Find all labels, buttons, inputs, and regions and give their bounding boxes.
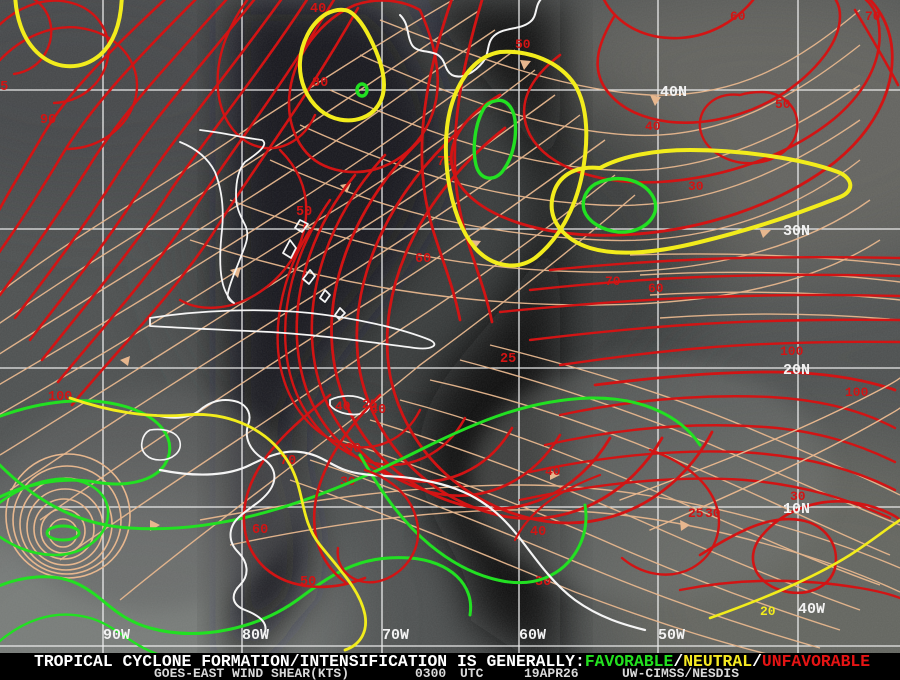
svg-text:GOES-EAST WIND SHEAR(KTS): GOES-EAST WIND SHEAR(KTS)	[154, 666, 349, 680]
svg-text:UTC: UTC	[460, 666, 484, 680]
svg-text:19APR26: 19APR26	[524, 666, 579, 680]
svg-text:UW-CIMSS/NESDIS: UW-CIMSS/NESDIS	[622, 666, 739, 680]
svg-text:0300: 0300	[415, 666, 446, 680]
